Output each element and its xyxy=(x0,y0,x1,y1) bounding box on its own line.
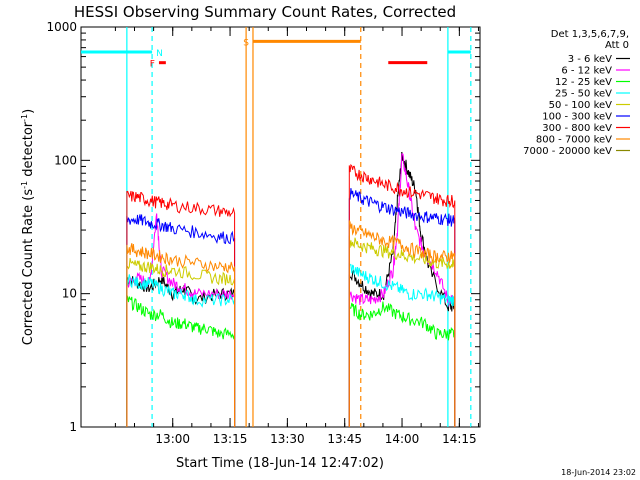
legend-header-line-1: Att 0 xyxy=(605,40,629,51)
x-tick-label-1: 13:15 xyxy=(213,432,248,446)
series-3-segment-0 xyxy=(126,272,236,427)
series-7-segment-0 xyxy=(126,243,236,427)
series-5-segment-1 xyxy=(348,188,456,427)
legend-label-3: 25 - 50 keV xyxy=(555,89,612,100)
series-7-segment-1 xyxy=(348,220,456,427)
series-4-segment-1 xyxy=(348,235,456,427)
legend-label-1: 6 - 12 keV xyxy=(561,66,612,77)
data-series xyxy=(126,151,456,427)
series-6-segment-0 xyxy=(126,190,236,427)
legend-label-8: 7000 - 20000 keV xyxy=(523,146,612,157)
x-axis: 13:00 13:15 13:30 13:45 14:00 14:15 xyxy=(114,27,479,446)
vertical-markers xyxy=(126,27,472,427)
series-2-segment-0 xyxy=(126,294,236,427)
legend-header-line-0: Det 1,3,5,6,7,9, xyxy=(551,29,629,40)
plot-frame xyxy=(80,26,481,428)
legend-label-6: 300 - 800 keV xyxy=(542,123,612,134)
flag-label-2: F xyxy=(150,60,155,70)
flag-label-1: N xyxy=(156,49,163,59)
y-axis-label: Corrected Count Rate (s-1 detector-1) xyxy=(20,109,36,345)
x-tick-label-3: 13:45 xyxy=(327,432,362,446)
legend-label-5: 100 - 300 keV xyxy=(542,112,612,123)
y-tick-label-2: 100 xyxy=(54,153,77,167)
observing-flag-bars: NF S xyxy=(81,38,471,70)
y-tick-label-0: 1 xyxy=(69,420,77,434)
chart-title: HESSI Observing Summary Count Rates, Cor… xyxy=(74,3,456,21)
legend-label-4: 50 - 100 keV xyxy=(549,100,613,111)
x-tick-label-5: 14:15 xyxy=(442,432,477,446)
series-1-segment-1 xyxy=(348,153,456,427)
series-3-segment-1 xyxy=(348,262,456,427)
x-tick-label-4: 14:00 xyxy=(385,432,420,446)
series-5-segment-0 xyxy=(126,214,236,427)
series-1-segment-0 xyxy=(126,213,236,427)
legend-label-0: 3 - 6 keV xyxy=(568,54,612,65)
flag-label-3: S xyxy=(243,38,249,48)
y-tick-label-1: 10 xyxy=(62,287,77,301)
generated-timestamp: 18-Jun-2014 23:02 xyxy=(561,468,636,477)
legend-label-7: 800 - 7000 keV xyxy=(536,135,612,146)
x-tick-label-2: 13:30 xyxy=(270,432,305,446)
x-tick-label-0: 13:00 xyxy=(155,432,190,446)
series-0-segment-1 xyxy=(348,151,456,427)
series-6-segment-1 xyxy=(348,163,456,427)
y-axis: 1 10 100 1000 xyxy=(46,20,480,434)
x-axis-label: Start Time (18-Jun-14 12:47:02) xyxy=(176,456,384,471)
series-4-segment-0 xyxy=(126,257,236,427)
y-tick-label-3: 1000 xyxy=(46,20,77,34)
series-2-segment-1 xyxy=(348,301,456,427)
legend-label-2: 12 - 25 keV xyxy=(555,77,612,88)
